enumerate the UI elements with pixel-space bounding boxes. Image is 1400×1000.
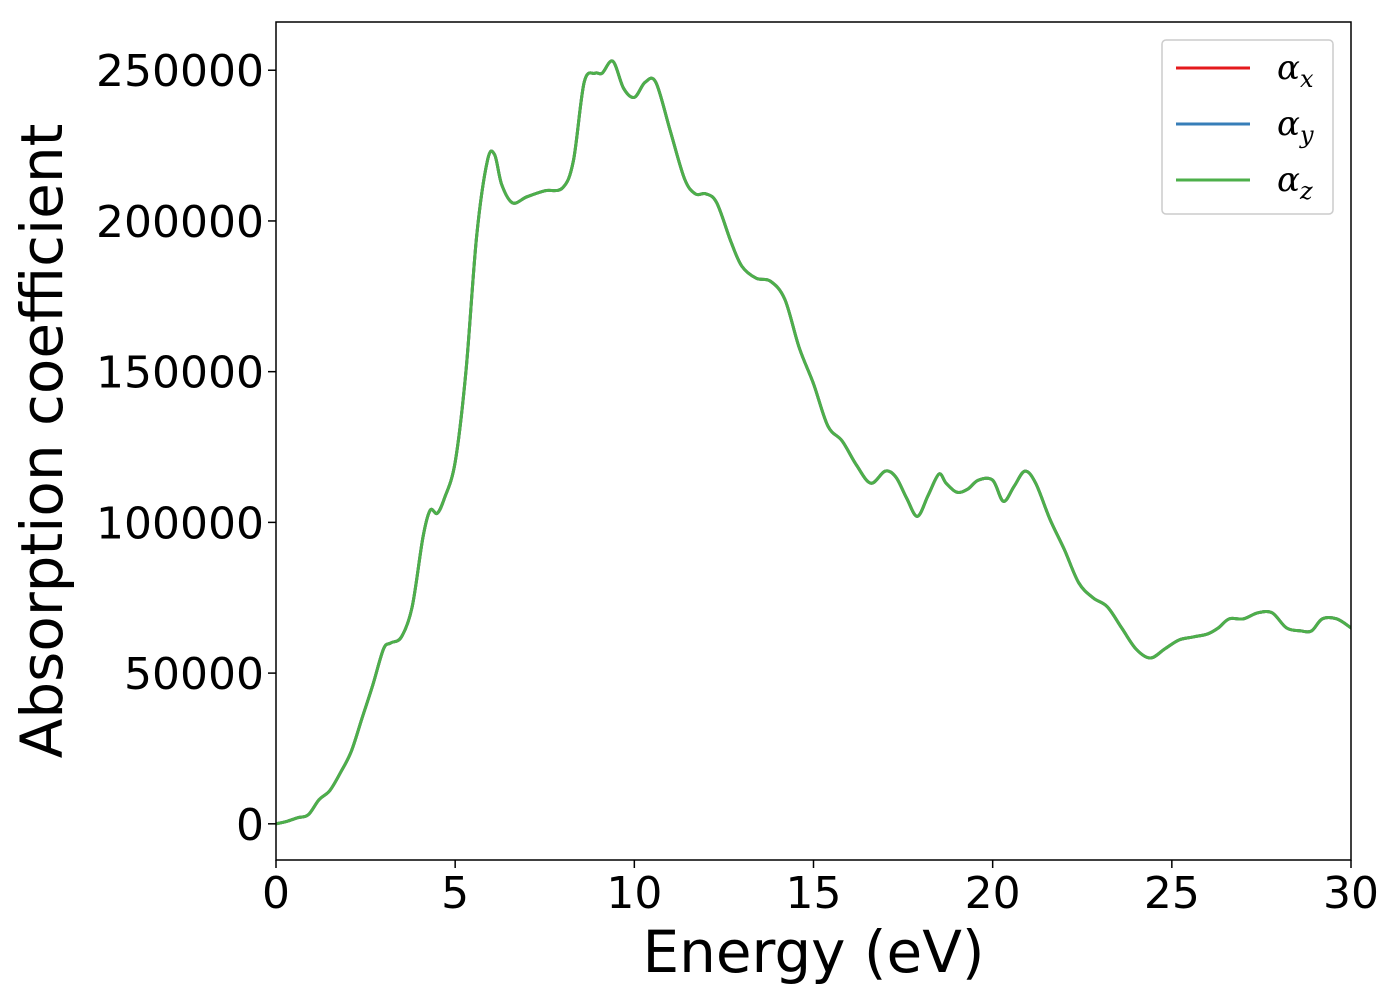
legend-box: [1161, 39, 1334, 215]
x-tick-label: 5: [441, 868, 469, 919]
y-tick-label: 100000: [96, 498, 264, 549]
x-tick-label: 20: [965, 868, 1021, 919]
series-line-z: [276, 59, 1351, 826]
x-axis: 0 5 10 15 20 25 30: [262, 860, 1379, 919]
y-tick-label: 50000: [124, 649, 264, 700]
x-tick-label: 30: [1323, 868, 1379, 919]
y-axis-title: Absorption coefficient: [8, 124, 76, 759]
x-tick-label: 0: [262, 868, 290, 919]
y-tick-label: 200000: [96, 197, 264, 248]
x-axis-title: Energy (eV): [642, 918, 984, 986]
y-tick-label: 0: [236, 800, 264, 851]
x-tick-label: 25: [1144, 868, 1200, 919]
x-tick-label: 10: [606, 868, 662, 919]
y-tick-label: 250000: [96, 46, 264, 97]
y-tick-label: 150000: [96, 348, 264, 399]
y-axis: 0 50000 100000 150000 200000 250000: [96, 46, 276, 851]
x-tick-label: 15: [786, 868, 842, 919]
plot-area: [276, 59, 1351, 826]
